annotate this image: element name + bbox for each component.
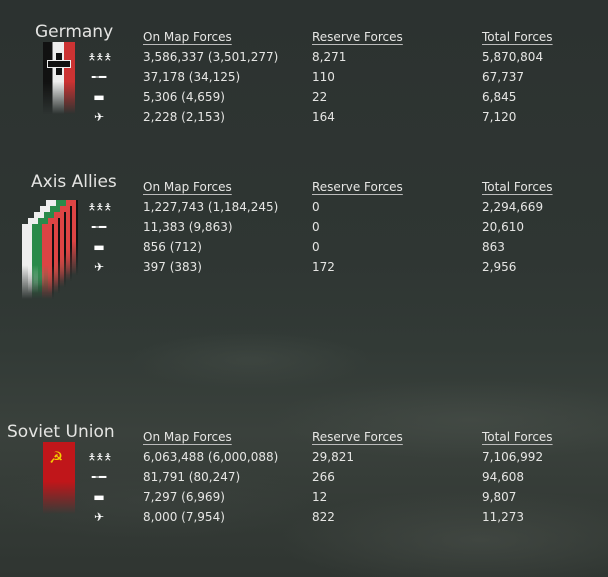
- reserve-value: 22: [312, 90, 328, 104]
- infantry-icon: 🯅🯅🯅: [88, 53, 112, 63]
- reserve-value: 12: [312, 490, 328, 504]
- aircraft-icon: ✈: [93, 260, 105, 274]
- header-on-map: On Map Forces: [143, 430, 232, 444]
- faction-name: Soviet Union: [7, 422, 115, 442]
- on-map-value: 3,586,337 (3,501,277): [143, 50, 279, 64]
- header-total: Total Forces: [482, 430, 553, 444]
- artillery-icon: ╾━: [91, 220, 107, 234]
- axis-allies-flags: [18, 200, 88, 300]
- artillery-icon: ╾━: [91, 470, 107, 484]
- infantry-icon: 🯅🯅🯅: [88, 203, 112, 213]
- header-total: Total Forces: [482, 180, 553, 194]
- on-map-value: 11,383 (9,863): [143, 220, 233, 234]
- soviet-flag: ☭: [43, 442, 75, 514]
- on-map-value: 81,791 (80,247): [143, 470, 241, 484]
- total-value: 20,610: [482, 220, 524, 234]
- faction-name: Axis Allies: [31, 172, 117, 192]
- reserve-value: 110: [312, 70, 335, 84]
- header-on-map: On Map Forces: [143, 30, 232, 44]
- total-value: 6,845: [482, 90, 517, 104]
- tank-icon: ▬: [93, 490, 105, 504]
- on-map-value: 856 (712): [143, 240, 202, 254]
- aircraft-icon: ✈: [93, 110, 105, 124]
- total-value: 5,870,804: [482, 50, 544, 64]
- reserve-value: 164: [312, 110, 335, 124]
- on-map-value: 1,227,743 (1,184,245): [143, 200, 279, 214]
- header-reserve: Reserve Forces: [312, 430, 403, 444]
- total-value: 94,608: [482, 470, 524, 484]
- faction-0: Germany On Map Forces Reserve Forces Tot…: [0, 22, 608, 142]
- reserve-value: 0: [312, 220, 320, 234]
- on-map-value: 37,178 (34,125): [143, 70, 241, 84]
- total-value: 11,273: [482, 510, 524, 524]
- total-value: 67,737: [482, 70, 524, 84]
- on-map-value: 7,297 (6,969): [143, 490, 225, 504]
- total-value: 2,956: [482, 260, 517, 274]
- infantry-icon: 🯅🯅🯅: [88, 453, 112, 463]
- on-map-value: 5,306 (4,659): [143, 90, 225, 104]
- header-on-map: On Map Forces: [143, 180, 232, 194]
- reserve-value: 0: [312, 200, 320, 214]
- reserve-value: 822: [312, 510, 335, 524]
- reserve-value: 8,271: [312, 50, 347, 64]
- reserve-value: 172: [312, 260, 335, 274]
- total-value: 2,294,669: [482, 200, 544, 214]
- header-reserve: Reserve Forces: [312, 30, 403, 44]
- aircraft-icon: ✈: [93, 510, 105, 524]
- battlefield-background: [0, 300, 608, 577]
- on-map-value: 6,063,488 (6,000,088): [143, 450, 279, 464]
- reserve-value: 266: [312, 470, 335, 484]
- total-value: 7,120: [482, 110, 517, 124]
- tank-icon: ▬: [93, 90, 105, 104]
- faction-2: Soviet Union ☭ On Map Forces Reserve Forc…: [0, 422, 608, 542]
- total-value: 863: [482, 240, 505, 254]
- faction-1: Axis Allies On Map Forces Reserve Forces…: [0, 172, 608, 299]
- on-map-value: 8,000 (7,954): [143, 510, 225, 524]
- reserve-value: 0: [312, 240, 320, 254]
- total-value: 7,106,992: [482, 450, 544, 464]
- header-total: Total Forces: [482, 30, 553, 44]
- total-value: 9,807: [482, 490, 517, 504]
- faction-name: Germany: [35, 22, 114, 42]
- header-reserve: Reserve Forces: [312, 180, 403, 194]
- tank-icon: ▬: [93, 240, 105, 254]
- reserve-value: 29,821: [312, 450, 354, 464]
- on-map-value: 397 (383): [143, 260, 202, 274]
- on-map-value: 2,228 (2,153): [143, 110, 225, 124]
- artillery-icon: ╾━: [91, 70, 107, 84]
- germany-flag: [43, 42, 75, 114]
